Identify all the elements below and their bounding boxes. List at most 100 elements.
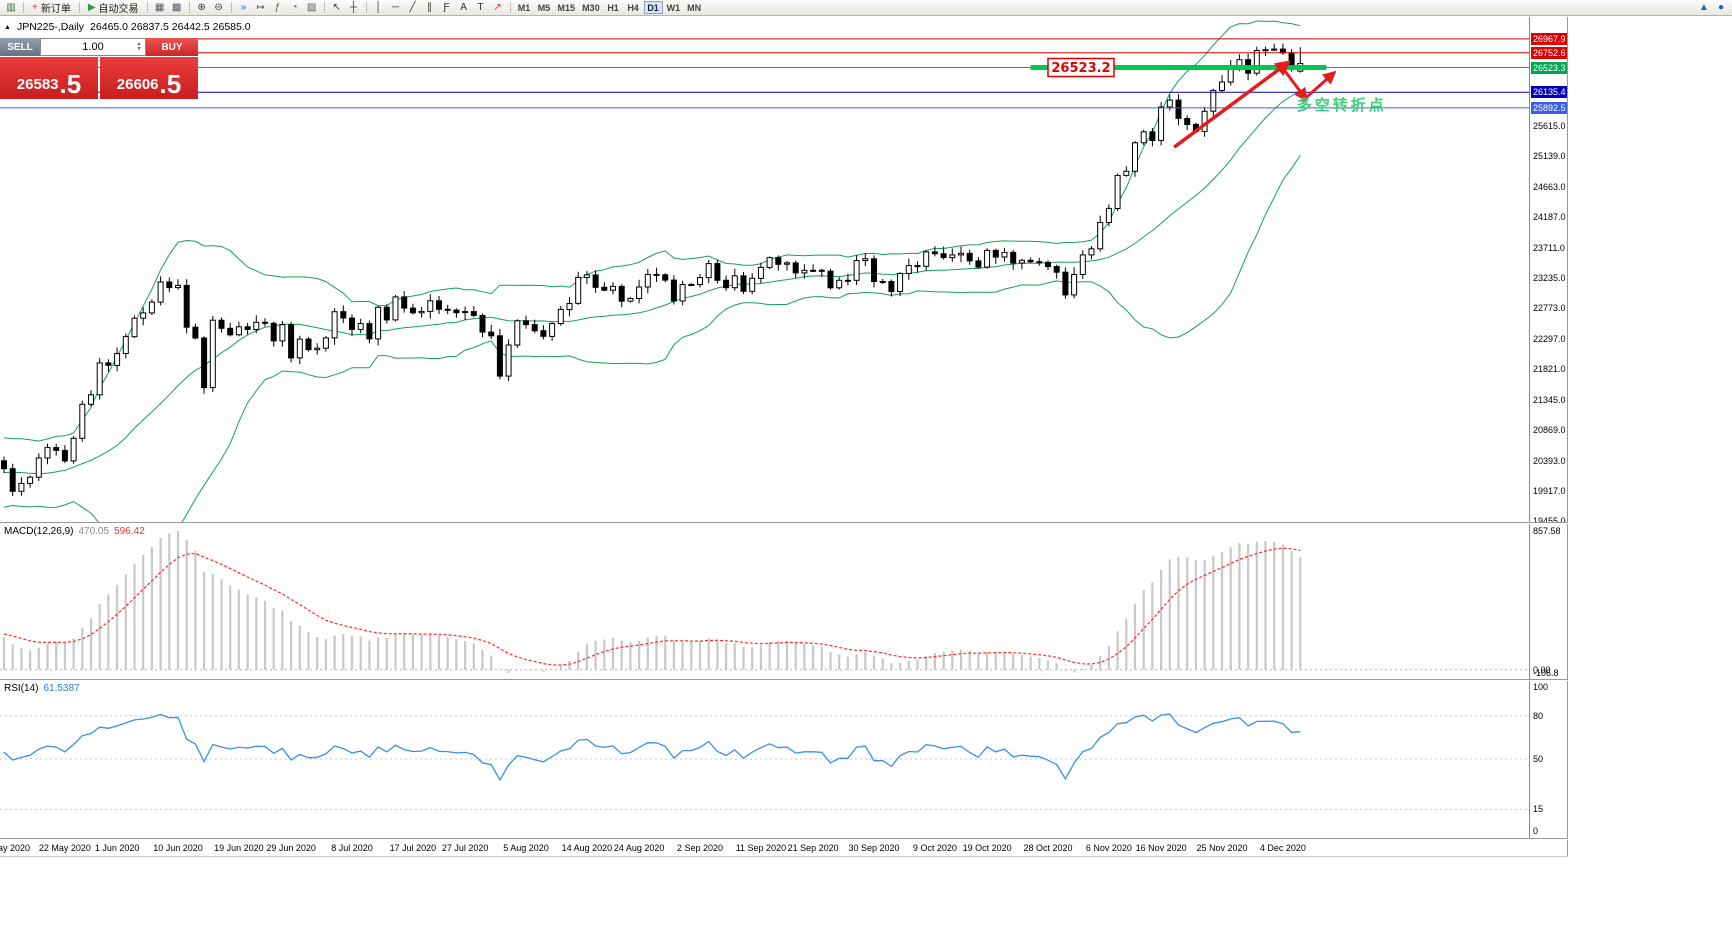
fibonacci-icon[interactable]: Ƒ (443, 2, 450, 13)
rsi-axis-label: 100 (1533, 682, 1549, 692)
chart-plot[interactable]: 多空转折点 26523.2 ▲ JPN225-,Daily 26465.0 268… (0, 17, 1530, 522)
time-axis-label: 11 Sep 2020 (735, 843, 787, 853)
annotation-note[interactable]: 多空转折点 (1297, 96, 1387, 114)
auto-trading-button[interactable]: ▶ 自动交易 (84, 1, 143, 15)
timeframe-button-m30[interactable]: M30 (582, 3, 600, 13)
cursor-icon[interactable]: ↖ (332, 2, 341, 13)
one-click-trading-panel: SELL 1.00 ▲ ▼ BUY 26583 .5 26606 .5 (0, 38, 198, 99)
chart-title-row: ▲ JPN225-,Daily 26465.0 26837.5 26442.5 … (4, 21, 251, 33)
timeframe-button-h4[interactable]: H4 (627, 3, 639, 13)
macd-axis-zero: 0.00 (1533, 664, 1551, 675)
buy-button[interactable]: BUY (146, 38, 198, 56)
indicators-icon[interactable]: ƒ (274, 2, 281, 13)
new-chart-icon[interactable]: ▥ (6, 2, 16, 13)
crosshair-icon[interactable]: ┼ (350, 2, 358, 13)
price-axis-label: 23235.0 (1533, 273, 1566, 284)
templates-icon[interactable]: ▨ (306, 2, 317, 13)
price-axis-flag-26523.3: 26523.3 (1531, 61, 1567, 74)
timeframe-button-m15[interactable]: M15 (557, 3, 576, 13)
time-axis-label: 6 Nov 2020 (1085, 843, 1132, 853)
volume-up-icon[interactable]: ▲ (136, 41, 142, 47)
macd-signal-line (3, 547, 1301, 666)
price-axis-label: 21345.0 (1533, 394, 1566, 405)
rsi-axis[interactable]: 100 80 50 15 0 (1531, 681, 1567, 838)
volume-input[interactable]: 1.00 ▲ ▼ (40, 38, 146, 56)
pullback-arrow-down[interactable] (1281, 67, 1308, 102)
chart-shift-icon[interactable]: ↦ (256, 2, 265, 13)
macd-axis-max: 857.58 (1533, 526, 1561, 536)
zoom-in-icon[interactable]: ⊕ (197, 2, 206, 13)
breakout-arrow-up[interactable] (1301, 70, 1337, 102)
cascade-windows-icon[interactable]: ▩ (171, 2, 182, 13)
horizontal-line-icon[interactable]: ─ (392, 2, 400, 13)
toolbar-separator (146, 2, 148, 13)
bollinger-middle-band (3, 90, 1301, 475)
one-click-collapse-icon[interactable]: ▲ (4, 23, 11, 31)
time-axis-label: 22 May 2020 (38, 843, 91, 853)
time-axis-label: 24 Aug 2020 (613, 843, 665, 853)
sell-price-button[interactable]: 26583 .5 (0, 57, 98, 99)
arrows-icon[interactable]: ↗ (493, 2, 502, 13)
price-axis[interactable]: 25615.0 25139.0 24663.0 24187.0 23711.0 23235… (1531, 17, 1567, 522)
timeframe-button-m1[interactable]: M1 (517, 3, 531, 13)
time-axis-label: 13 May 2020 (0, 843, 31, 853)
price-axis-label: 20869.0 (1533, 425, 1566, 436)
bollinger-upper-band (3, 20, 1301, 442)
toolbar-separator (509, 2, 511, 13)
timeframe-button-d1[interactable]: D1 (643, 1, 663, 14)
trendline-icon[interactable]: ╱ (409, 2, 416, 13)
bull-candles (18, 48, 1304, 492)
notifications-icon[interactable]: ● (1717, 2, 1725, 13)
time-axis-label: 25 Nov 2020 (1196, 843, 1248, 853)
buy-price-frac: .5 (159, 68, 182, 99)
macd-name: MACD(12,26,9) (4, 526, 74, 537)
new-order-icon: + (32, 2, 38, 13)
toolbar-separator (78, 2, 80, 13)
price-label-box[interactable]: 26523.2 (1047, 57, 1115, 78)
chart-ohlc-values: 26465.0 26837.5 26442.5 26585.0 (90, 21, 251, 33)
timeframe-button-h1[interactable]: H1 (607, 3, 619, 13)
sell-price-frac: .5 (59, 68, 82, 99)
sell-button[interactable]: SELL (0, 38, 40, 56)
buy-price-int: 26606 (116, 76, 159, 93)
bear-candles (1, 48, 1295, 492)
macd-value-signal: 596.42 (114, 526, 145, 537)
toolbar-separator (230, 2, 232, 13)
zoom-out-icon[interactable]: ⊖ (214, 2, 223, 13)
time-axis-label: 8 Jul 2020 (331, 843, 373, 853)
rsi-plot[interactable]: RSI(14) 61.5387 (0, 681, 1530, 838)
buy-price-button[interactable]: 26606 .5 (100, 57, 198, 99)
price-axis-label: 23711.0 (1533, 242, 1565, 253)
auto-scroll-icon[interactable]: » (240, 2, 247, 13)
macd-panel: MACD(12,26,9) 470.05 596.42 857.58 0.00 … (0, 524, 1568, 680)
auto-trading-icon: ▶ (87, 2, 96, 13)
timeframe-button-m5[interactable]: M5 (537, 3, 551, 13)
time-axis-label: 29 Jun 2020 (266, 843, 316, 853)
text-label-icon[interactable]: T (477, 2, 484, 13)
new-order-button[interactable]: + 新订单 (28, 1, 75, 15)
time-axis-label: 4 Dec 2020 (1259, 843, 1306, 853)
price-axis-label: 21821.0 (1533, 364, 1566, 374)
channel-icon[interactable]: ∥ (427, 2, 433, 13)
volume-down-icon[interactable]: ▼ (136, 46, 142, 52)
periods-icon[interactable]: ◔ (291, 2, 298, 13)
price-axis-label: 24187.0 (1533, 212, 1566, 223)
price-axis-flag-26135.4: 26135.4 (1531, 86, 1567, 99)
macd-plot[interactable]: MACD(12,26,9) 470.05 596.42 (0, 524, 1530, 679)
vertical-line-icon[interactable]: │ (375, 2, 382, 13)
text-icon[interactable]: A (460, 2, 467, 13)
timeframe-button-w1[interactable]: W1 (666, 3, 681, 13)
sell-price-int: 26583 (16, 76, 59, 93)
macd-axis[interactable]: 857.58 0.00 -106.8 (1531, 524, 1567, 679)
tile-windows-icon[interactable]: ▦ (154, 2, 165, 13)
price-axis-flag-25892.5: 25892.5 (1531, 101, 1567, 114)
price-axis-flag-26752.6: 26752.6 (1531, 46, 1567, 59)
time-axis-label: 9 Oct 2020 (912, 843, 957, 853)
new-order-button-label: 新订单 (40, 4, 71, 15)
timeframe-button-mn[interactable]: MN (687, 3, 702, 13)
chart-symbol-period: JPN225-,Daily (16, 21, 85, 33)
trend-arrow-up[interactable] (1173, 60, 1292, 149)
scroll-up-icon[interactable]: ▲ (1699, 2, 1709, 13)
price-axis-label: 24663.0 (1533, 181, 1566, 192)
